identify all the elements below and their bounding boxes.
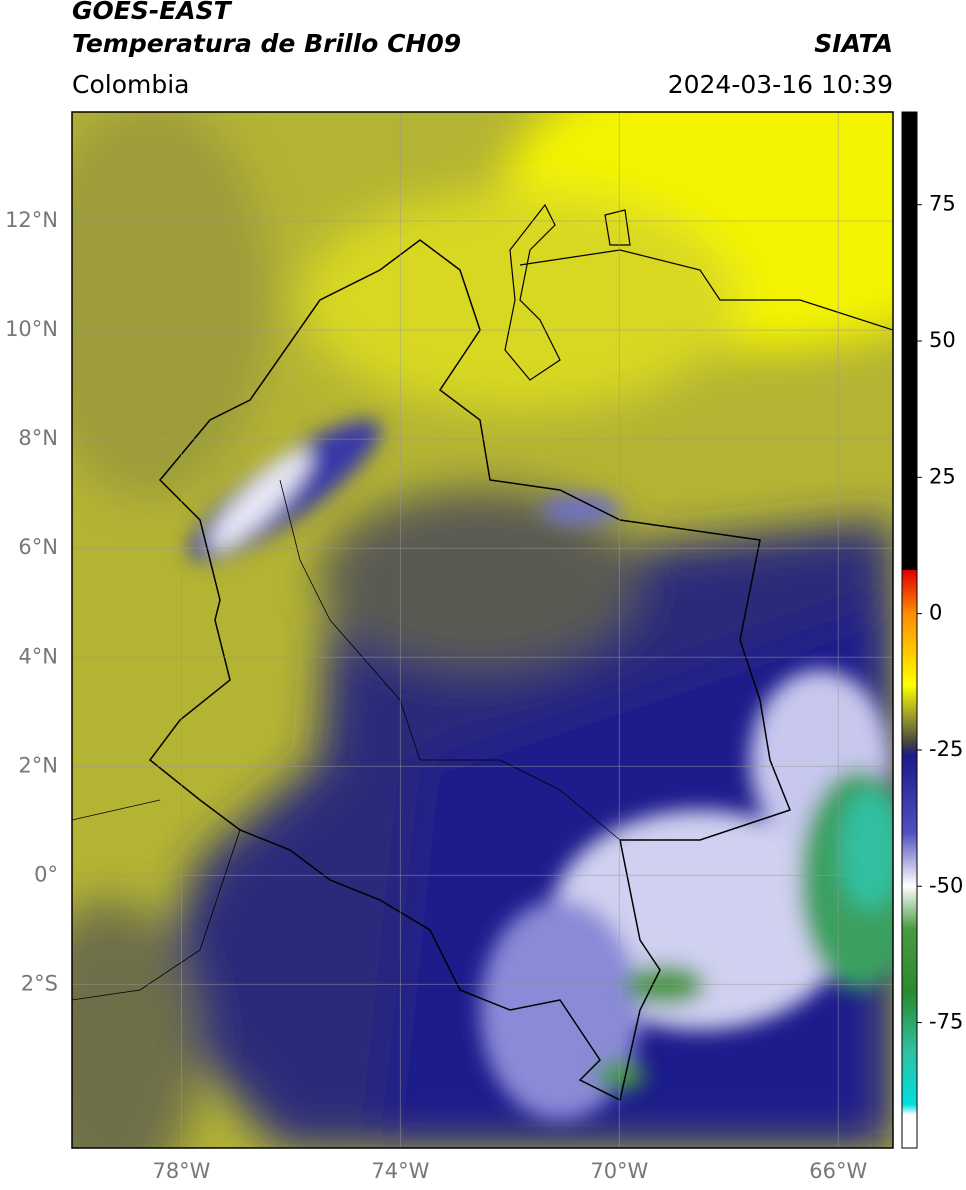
x-tick-label: 74°W	[371, 1159, 429, 1183]
y-tick-label: 12°N	[5, 208, 58, 232]
region: Colombia	[72, 70, 189, 99]
datetime: 2024-03-16 10:39	[668, 70, 893, 99]
x-tick-label: 70°W	[590, 1159, 648, 1183]
colorbar-tick-label: -75	[929, 1010, 963, 1034]
x-tick-label: 66°W	[809, 1159, 867, 1183]
y-tick-label: 8°N	[18, 426, 58, 450]
y-tick-label: 0°	[34, 862, 58, 886]
colorbar	[901, 111, 918, 1149]
y-tick-label: 10°N	[5, 317, 58, 341]
colorbar-tick-label: 0	[929, 601, 942, 625]
agency: SIATA	[814, 29, 893, 58]
colorbar-tick-label: 25	[929, 464, 956, 488]
y-tick-label: 6°N	[18, 535, 58, 559]
y-tick-label: 2°N	[18, 753, 58, 777]
y-tick-label: 4°N	[18, 644, 58, 668]
y-tick-label: 2°S	[21, 971, 58, 995]
colorbar-tick-label: -25	[929, 737, 963, 761]
colorbar-tick-label: 50	[929, 328, 956, 352]
colorbar-tick-label: -50	[929, 873, 963, 897]
graticule	[72, 112, 893, 1148]
colorbar-tick-label: 75	[929, 192, 956, 216]
map-frame	[71, 111, 894, 1149]
x-tick-label: 78°W	[152, 1159, 210, 1183]
product: Temperatura de Brillo CH09	[72, 29, 461, 58]
satellite-image	[72, 112, 893, 1148]
satellite: GOES-EAST	[72, 0, 233, 25]
